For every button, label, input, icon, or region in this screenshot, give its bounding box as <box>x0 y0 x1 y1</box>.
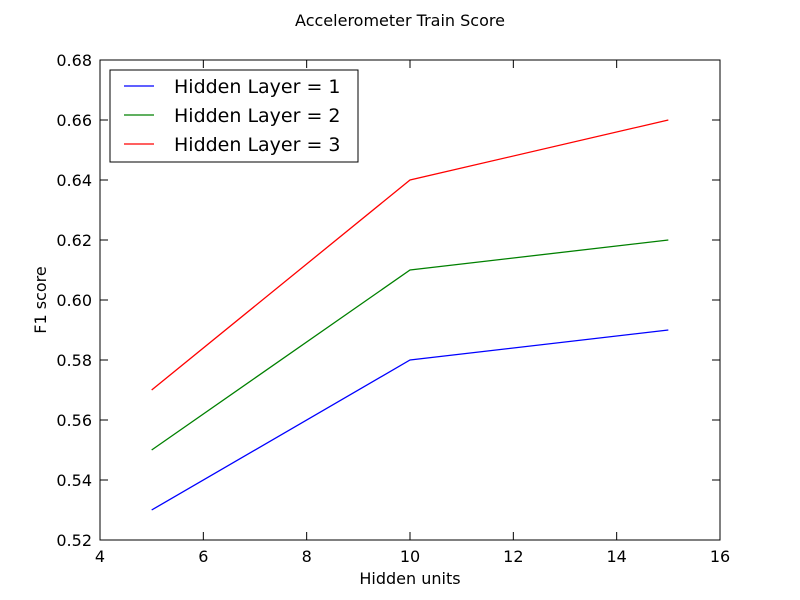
series-line-2 <box>151 239 669 451</box>
x-tick-label: 12 <box>503 547 523 566</box>
y-tick-label: 0.68 <box>56 51 92 70</box>
x-axis: 4 6 8 10 12 14 16 <box>95 60 730 566</box>
x-tick-label: 14 <box>606 547 626 566</box>
y-axis-label: F1 score <box>31 266 50 333</box>
legend: Hidden Layer = 1 Hidden Layer = 2 Hidden L… <box>109 69 359 163</box>
series-line-1 <box>151 329 669 511</box>
x-tick-label: 4 <box>95 547 105 566</box>
x-tick-label: 6 <box>198 547 208 566</box>
y-tick-label: 0.60 <box>56 291 92 310</box>
legend-label-3: Hidden Layer = 3 <box>174 134 341 156</box>
y-tick-label: 0.58 <box>56 351 92 370</box>
legend-label-2: Hidden Layer = 2 <box>174 105 341 127</box>
chart-title: Accelerometer Train Score <box>295 11 505 30</box>
legend-box <box>109 69 359 163</box>
x-tick-label: 8 <box>302 547 312 566</box>
y-tick-label: 0.64 <box>56 171 92 190</box>
y-tick-label: 0.56 <box>56 411 92 430</box>
y-tick-label: 0.54 <box>56 471 92 490</box>
x-tick-label: 10 <box>400 547 420 566</box>
y-axis: 0.52 0.54 0.56 0.58 0.60 0.62 0.64 0.66 0.68 <box>56 51 720 550</box>
legend-label-1: Hidden Layer = 1 <box>174 76 341 98</box>
y-tick-label: 0.66 <box>56 111 92 130</box>
plot-area <box>151 119 669 511</box>
y-tick-label: 0.52 <box>56 531 92 550</box>
x-tick-label: 16 <box>710 547 730 566</box>
series-line-3 <box>151 119 669 391</box>
x-axis-label: Hidden units <box>359 569 460 588</box>
y-tick-label: 0.62 <box>56 231 92 250</box>
